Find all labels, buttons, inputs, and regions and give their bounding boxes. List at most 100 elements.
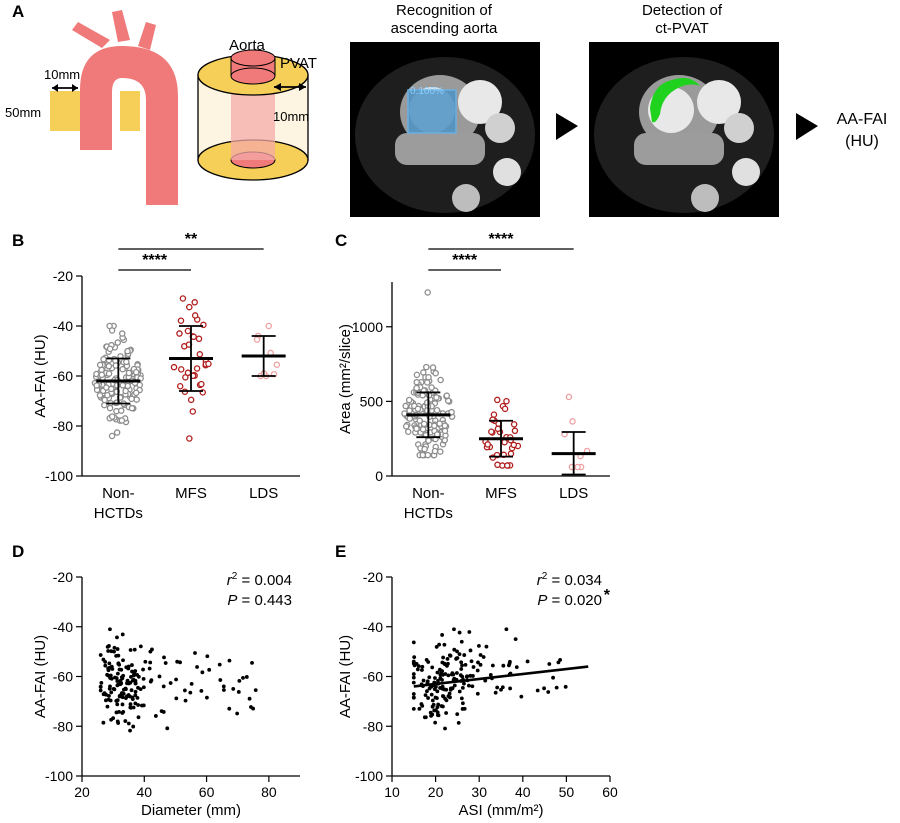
data-point bbox=[114, 653, 119, 658]
data-point bbox=[141, 676, 146, 681]
data-point bbox=[448, 653, 453, 658]
data-point bbox=[442, 642, 447, 647]
data-point bbox=[432, 687, 437, 692]
data-point bbox=[542, 686, 546, 691]
data-point bbox=[153, 714, 158, 718]
data-point bbox=[108, 684, 112, 689]
data-point bbox=[405, 396, 413, 404]
y-tick-label: -20 bbox=[53, 569, 73, 585]
panel-letter: B bbox=[12, 231, 24, 250]
data-point bbox=[130, 663, 134, 667]
data-point bbox=[217, 662, 222, 667]
y-axis-label: AA-FAI (HU) bbox=[32, 635, 49, 718]
ct-image-detection: Detection of ct-PVAT bbox=[589, 2, 779, 217]
data-point bbox=[406, 415, 414, 422]
y-tick-label: -80 bbox=[53, 718, 73, 734]
data-point bbox=[441, 694, 446, 699]
y-tick-label: -60 bbox=[363, 669, 383, 685]
data-point bbox=[102, 691, 107, 696]
data-point bbox=[200, 670, 205, 675]
data-point bbox=[434, 645, 439, 649]
data-point bbox=[459, 639, 464, 644]
data-point bbox=[109, 690, 114, 695]
data-point bbox=[565, 393, 573, 401]
y-tick-label: 1000 bbox=[352, 319, 383, 335]
data-point bbox=[114, 710, 119, 715]
data-point bbox=[186, 435, 193, 442]
data-point bbox=[117, 667, 122, 672]
data-point bbox=[136, 703, 141, 707]
y-tick-label: -60 bbox=[53, 669, 73, 685]
data-point bbox=[427, 675, 432, 680]
y-tick-label: -20 bbox=[363, 569, 383, 585]
data-point bbox=[457, 652, 462, 657]
data-point bbox=[574, 463, 581, 471]
data-point bbox=[93, 382, 100, 389]
data-point bbox=[177, 317, 185, 324]
data-point bbox=[554, 685, 559, 690]
data-point bbox=[468, 673, 473, 678]
aorta-top bbox=[230, 49, 276, 67]
y-tick-label: -40 bbox=[363, 619, 383, 635]
x-axis-label: ASI (mm/m²) bbox=[459, 802, 544, 819]
data-point bbox=[467, 630, 472, 634]
data-point bbox=[488, 428, 495, 436]
data-point bbox=[96, 361, 104, 369]
data-point bbox=[426, 696, 430, 700]
y-tick-label: -20 bbox=[53, 268, 73, 284]
data-point bbox=[441, 704, 445, 709]
data-point bbox=[128, 702, 133, 707]
data-point bbox=[107, 693, 111, 698]
data-point bbox=[456, 721, 461, 725]
data-point bbox=[106, 404, 114, 412]
data-point bbox=[420, 369, 427, 376]
data-point bbox=[423, 379, 431, 386]
data-point bbox=[96, 392, 104, 399]
data-point bbox=[440, 633, 445, 637]
data-point bbox=[115, 671, 120, 676]
data-point bbox=[104, 391, 111, 399]
data-point bbox=[484, 644, 489, 649]
data-point bbox=[124, 347, 131, 355]
data-point bbox=[128, 395, 135, 403]
data-point bbox=[413, 378, 420, 386]
data-point bbox=[237, 679, 242, 683]
x-axis-label: Diameter (mm) bbox=[141, 802, 241, 819]
data-point bbox=[413, 384, 420, 392]
data-point bbox=[436, 420, 443, 427]
label-10mm: 10mm bbox=[44, 67, 80, 82]
data-point bbox=[117, 694, 122, 699]
data-point bbox=[444, 687, 449, 692]
x-category-label: Non- bbox=[102, 485, 135, 502]
y-axis-label: AA-FAI (HU) bbox=[32, 334, 49, 417]
data-point bbox=[193, 365, 201, 372]
data-point bbox=[247, 696, 252, 701]
data-point bbox=[110, 667, 115, 671]
data-point bbox=[501, 663, 506, 668]
data-point bbox=[429, 713, 433, 718]
data-point bbox=[501, 438, 508, 446]
data-point bbox=[411, 692, 416, 696]
data-point bbox=[117, 407, 125, 414]
data-point bbox=[108, 698, 113, 703]
data-point bbox=[459, 696, 464, 701]
data-point bbox=[499, 687, 503, 692]
data-point bbox=[414, 405, 422, 413]
y-tick-label: -100 bbox=[45, 768, 73, 784]
data-point bbox=[419, 451, 427, 459]
data-point bbox=[444, 698, 449, 703]
data-point bbox=[105, 370, 113, 377]
data-point bbox=[563, 684, 568, 689]
data-point bbox=[436, 448, 444, 455]
x-tick-label: 60 bbox=[199, 784, 215, 800]
data-point bbox=[420, 664, 425, 669]
data-point bbox=[504, 462, 511, 469]
data-point bbox=[107, 661, 112, 666]
data-point bbox=[186, 303, 193, 311]
data-point bbox=[193, 651, 197, 655]
data-point bbox=[126, 681, 131, 686]
data-point bbox=[115, 679, 120, 683]
data-point bbox=[443, 392, 451, 399]
data-point bbox=[135, 672, 140, 677]
data-point bbox=[119, 675, 124, 680]
